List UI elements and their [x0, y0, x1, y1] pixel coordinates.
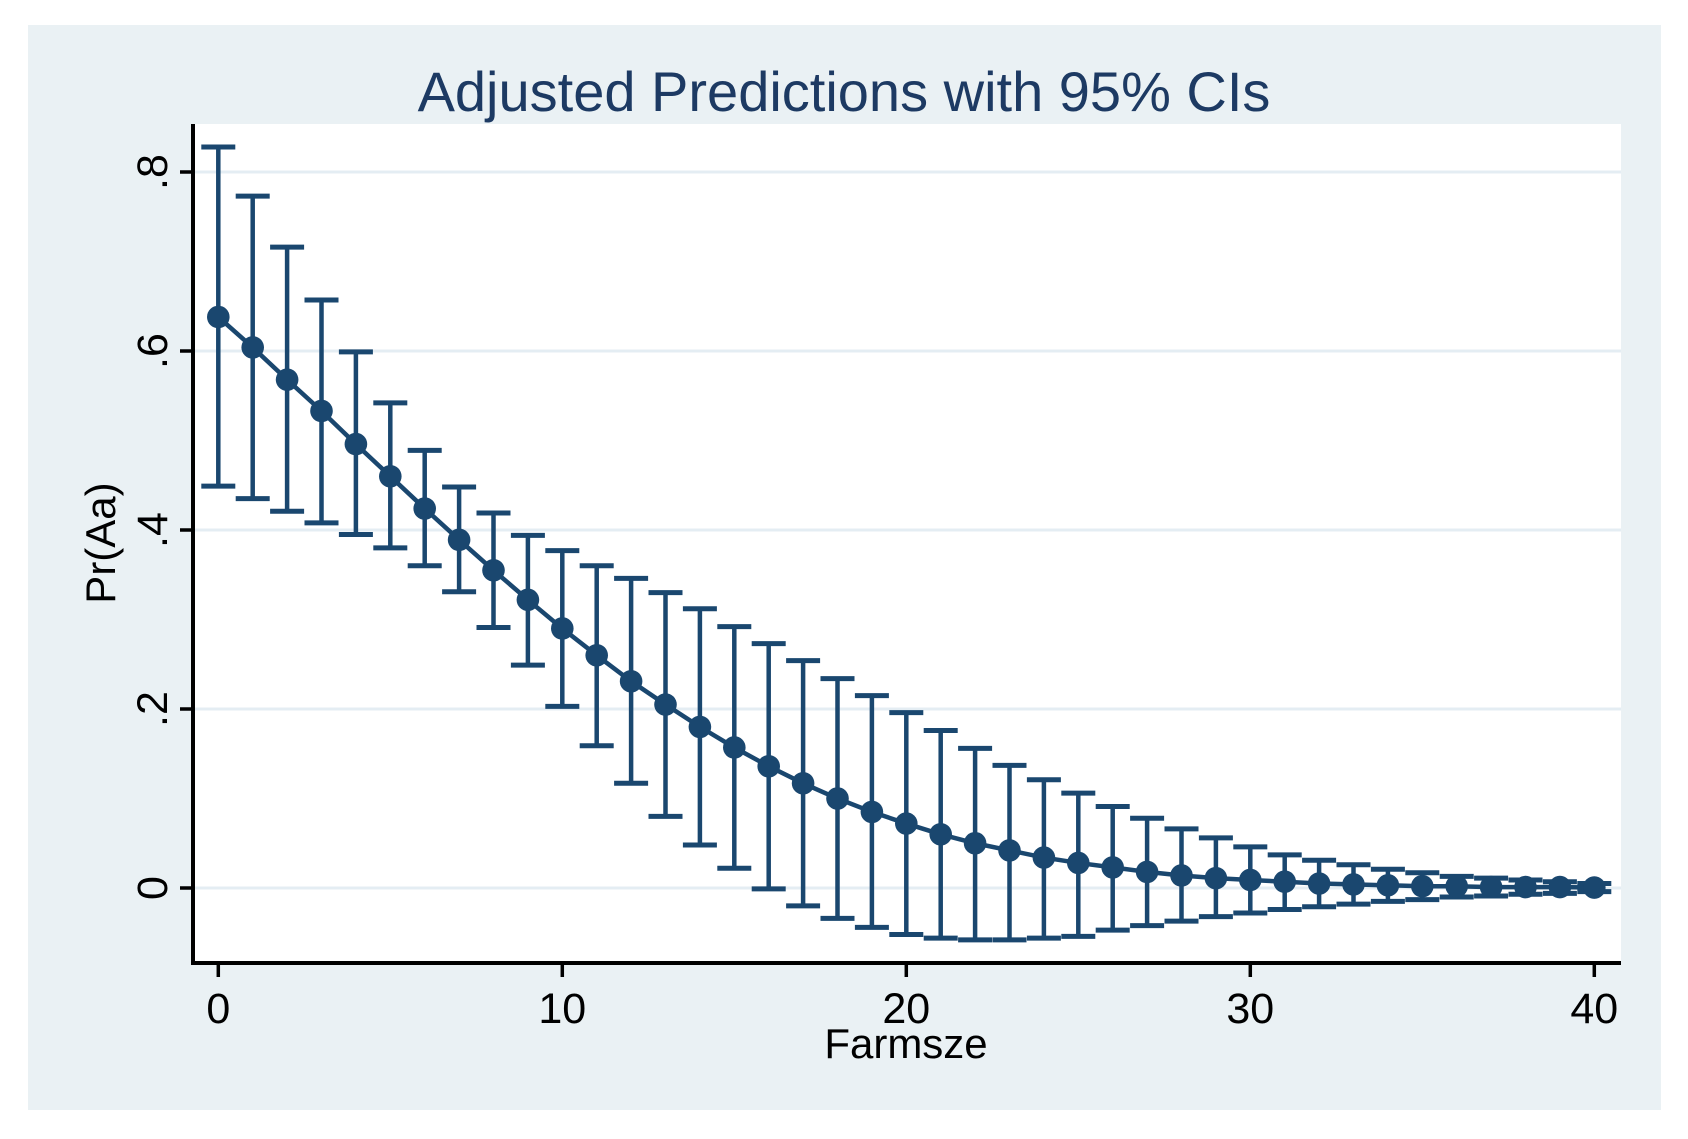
data-point-marker — [241, 336, 264, 359]
data-point-marker — [1067, 851, 1090, 875]
x-axis-ticks: 0 10 20 30 40 — [206, 963, 1618, 1033]
y-tick-label: .4 — [129, 512, 177, 548]
x-tick-label: 20 — [882, 985, 930, 1033]
data-point-marker — [723, 736, 746, 759]
chart-title: Adjusted Predictions with 95% CIs — [418, 60, 1271, 123]
data-point-marker — [379, 465, 402, 488]
y-tick-label: 0 — [129, 876, 177, 900]
data-point-marker — [1101, 856, 1124, 879]
x-tick-label: 40 — [1570, 985, 1618, 1033]
prediction-markers — [207, 305, 1606, 899]
data-point-marker — [963, 831, 987, 855]
y-axis-title: Pr(Aa) — [77, 482, 124, 603]
data-point-marker — [1583, 876, 1606, 899]
data-point-marker — [826, 787, 849, 810]
data-point-marker — [757, 754, 780, 778]
data-point-marker — [207, 305, 230, 329]
data-point-marker — [1376, 874, 1400, 897]
data-point-marker — [1204, 866, 1228, 890]
data-point-marker — [929, 823, 952, 846]
data-point-marker — [551, 617, 574, 640]
x-axis-title: Farmsze — [824, 1020, 987, 1067]
data-point-marker — [1135, 860, 1159, 884]
data-point-marker — [654, 693, 677, 716]
data-point-marker — [1032, 846, 1056, 869]
confidence-intervals — [201, 144, 1612, 943]
data-point-marker — [413, 497, 437, 520]
data-point-marker — [1411, 874, 1434, 898]
data-point-marker — [1342, 873, 1365, 896]
y-axis-ticks: 0 .2 .4 .6 .8 — [129, 154, 193, 900]
data-point-marker — [310, 399, 333, 423]
data-point-marker — [619, 669, 643, 693]
data-point-marker — [895, 812, 918, 835]
data-point-marker — [344, 432, 368, 456]
x-tick-label: 10 — [538, 985, 586, 1033]
data-point-marker — [585, 644, 608, 667]
data-point-marker — [1307, 872, 1331, 895]
data-point-marker — [1239, 868, 1262, 892]
data-point-marker — [482, 558, 505, 582]
data-point-marker — [1170, 864, 1193, 887]
x-tick-label: 30 — [1226, 985, 1274, 1033]
data-point-marker — [688, 715, 712, 739]
chart-layers: 0 .2 .4 .6 .8 0 10 20 30 40 — [129, 144, 1621, 1033]
data-point-marker — [1514, 875, 1537, 899]
data-point-marker — [1445, 874, 1468, 898]
data-point-marker — [1479, 875, 1503, 899]
y-tick-label: .8 — [129, 154, 177, 190]
data-point-marker — [1548, 875, 1572, 899]
data-point-marker — [998, 839, 1021, 862]
data-point-marker — [516, 588, 540, 612]
x-tick-label: 0 — [206, 985, 230, 1033]
data-point-marker — [275, 368, 299, 391]
data-point-marker — [860, 800, 884, 824]
data-point-marker — [447, 528, 471, 552]
y-tick-label: .2 — [129, 691, 177, 727]
y-tick-label: .6 — [129, 333, 177, 369]
data-point-marker — [1273, 870, 1296, 894]
data-point-marker — [791, 771, 815, 795]
